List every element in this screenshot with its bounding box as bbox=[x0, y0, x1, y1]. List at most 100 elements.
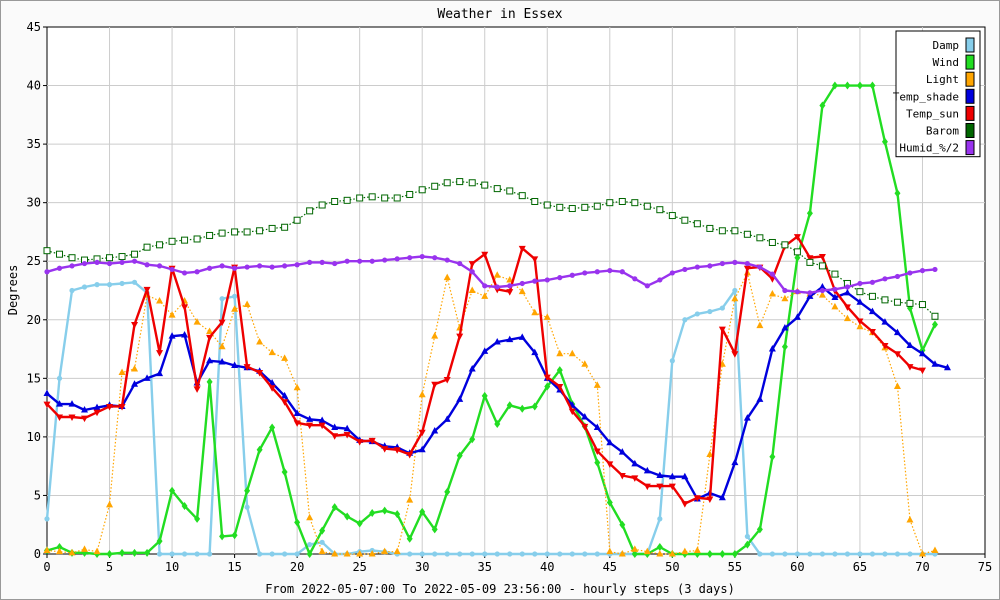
x-tick-label: 45 bbox=[603, 560, 617, 574]
data-point-damp bbox=[682, 317, 688, 323]
data-point-temp-sun bbox=[868, 328, 876, 336]
data-point-light bbox=[331, 550, 339, 557]
data-point-light bbox=[268, 348, 276, 356]
y-tick-label: 0 bbox=[34, 547, 41, 561]
data-point-humid-2 bbox=[282, 263, 288, 269]
data-point-temp-shade bbox=[756, 395, 764, 402]
data-point-humid-2 bbox=[894, 273, 901, 280]
data-point-barom bbox=[568, 205, 576, 213]
x-tick-label: 35 bbox=[478, 560, 492, 574]
data-point-wind bbox=[531, 402, 538, 411]
data-point-light bbox=[756, 321, 764, 329]
data-point-damp bbox=[857, 551, 863, 557]
data-point-temp-sun bbox=[793, 234, 801, 241]
data-point-light bbox=[81, 545, 89, 552]
data-point-temp-sun bbox=[268, 385, 276, 392]
legend-label-barom: Barom bbox=[926, 125, 959, 138]
data-point-humid-2 bbox=[632, 276, 638, 282]
data-point-damp bbox=[44, 516, 50, 522]
data-point-barom bbox=[106, 254, 114, 262]
data-point-damp bbox=[282, 551, 288, 557]
data-point-temp-shade bbox=[181, 331, 189, 338]
data-point-temp-shade bbox=[906, 341, 914, 349]
data-point-temp-sun bbox=[181, 304, 189, 311]
y-tick-label: 35 bbox=[27, 137, 41, 151]
data-point-barom bbox=[68, 254, 76, 262]
data-point-humid-2 bbox=[382, 257, 388, 263]
data-point-barom bbox=[468, 179, 476, 187]
data-point-humid-2 bbox=[707, 263, 713, 269]
data-point-humid-2 bbox=[582, 270, 588, 276]
data-point-humid-2 bbox=[669, 270, 675, 276]
data-point-damp bbox=[882, 551, 888, 557]
data-point-temp-sun bbox=[68, 414, 76, 421]
data-point-temp-sun bbox=[256, 369, 264, 377]
data-point-light bbox=[643, 547, 651, 555]
data-point-humid-2 bbox=[307, 259, 313, 265]
data-point-humid-2 bbox=[832, 286, 838, 292]
series-wind bbox=[44, 81, 938, 558]
data-point-temp-sun bbox=[893, 351, 901, 358]
data-point-damp bbox=[757, 551, 763, 557]
data-point-damp bbox=[244, 504, 250, 510]
data-point-wind bbox=[719, 550, 726, 558]
data-point-temp-sun bbox=[81, 415, 89, 423]
data-point-light bbox=[231, 305, 239, 312]
data-point-damp bbox=[119, 280, 125, 287]
data-point-humid-2 bbox=[607, 267, 613, 274]
data-point-temp-shade bbox=[931, 360, 939, 367]
x-tick-label: 5 bbox=[106, 560, 113, 574]
data-point-barom bbox=[456, 178, 464, 186]
data-point-barom bbox=[681, 216, 689, 224]
data-point-temp-sun bbox=[318, 422, 326, 430]
data-point-humid-2 bbox=[769, 271, 775, 277]
data-point-wind bbox=[181, 501, 188, 510]
data-point-barom bbox=[531, 197, 539, 205]
data-point-wind bbox=[844, 81, 851, 90]
data-point-light bbox=[856, 322, 864, 330]
data-point-light bbox=[68, 548, 76, 556]
data-point-light bbox=[906, 516, 914, 523]
data-point-temp-shade bbox=[506, 335, 514, 343]
data-point-temp-sun bbox=[906, 364, 914, 371]
data-point-wind bbox=[431, 525, 438, 534]
data-point-temp-sun bbox=[581, 423, 589, 431]
data-point-temp-sun bbox=[543, 374, 551, 382]
series-group bbox=[43, 81, 951, 558]
data-point-temp-sun bbox=[143, 286, 151, 294]
data-point-temp-shade bbox=[68, 400, 76, 407]
data-point-humid-2 bbox=[494, 284, 500, 290]
data-point-barom bbox=[856, 288, 864, 296]
data-point-light bbox=[368, 550, 376, 557]
y-tick-label: 30 bbox=[27, 196, 41, 210]
data-point-barom bbox=[393, 194, 401, 202]
data-point-wind bbox=[206, 377, 213, 386]
data-point-temp-sun bbox=[556, 384, 564, 391]
data-point-wind bbox=[294, 518, 301, 527]
data-point-wind bbox=[444, 487, 451, 496]
y-tick-label: 40 bbox=[27, 79, 41, 93]
data-point-barom bbox=[318, 201, 326, 209]
data-point-temp-shade bbox=[56, 400, 64, 407]
data-point-humid-2 bbox=[169, 266, 175, 273]
data-point-temp-shade bbox=[168, 332, 176, 339]
data-point-light bbox=[681, 547, 689, 555]
data-point-light bbox=[781, 294, 789, 302]
data-point-light bbox=[568, 349, 576, 357]
data-point-barom bbox=[818, 262, 826, 270]
data-point-humid-2 bbox=[156, 263, 163, 269]
data-point-damp bbox=[319, 539, 325, 545]
data-point-wind bbox=[256, 445, 263, 454]
data-point-barom bbox=[193, 235, 201, 243]
data-point-barom bbox=[156, 241, 164, 249]
y-tick-label: 25 bbox=[27, 254, 41, 268]
data-point-temp-shade bbox=[581, 412, 589, 420]
data-point-light bbox=[556, 349, 564, 357]
data-point-temp-shade bbox=[206, 356, 214, 364]
data-point-barom bbox=[868, 292, 876, 300]
data-point-temp-shade bbox=[43, 389, 51, 397]
data-point-temp-shade bbox=[631, 459, 639, 467]
data-point-humid-2 bbox=[719, 260, 725, 267]
data-point-wind bbox=[331, 503, 338, 512]
legend-swatch-temp-shade bbox=[965, 88, 975, 104]
